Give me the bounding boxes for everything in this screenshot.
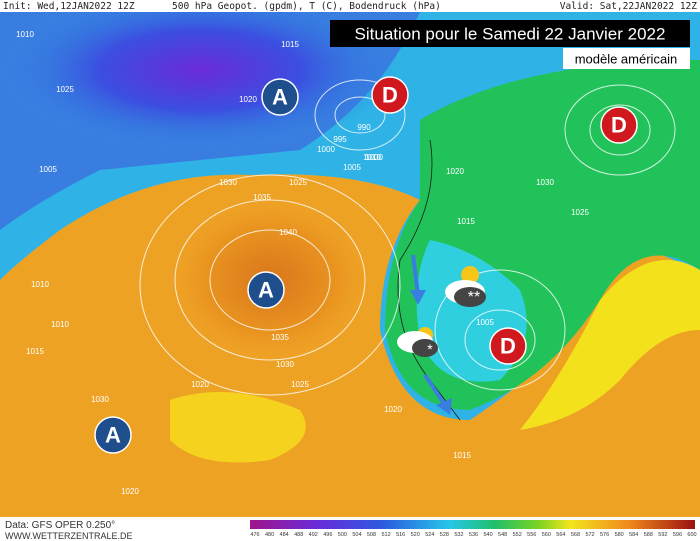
svg-text:**: ** xyxy=(468,289,480,306)
isobar-label: 1005 xyxy=(343,163,361,172)
svg-text:*: * xyxy=(427,341,433,357)
scale-label: 540 xyxy=(483,532,492,538)
isobar-label: 1025 xyxy=(56,85,74,94)
center-label: A xyxy=(272,85,288,110)
center-label: D xyxy=(382,83,398,108)
scale-label: 532 xyxy=(454,532,463,538)
scale-label: 588 xyxy=(644,532,653,538)
scale-label: 560 xyxy=(542,532,551,538)
color-scale xyxy=(250,520,695,529)
scale-label: 596 xyxy=(673,532,682,538)
isobar-label: 1015 xyxy=(26,347,44,356)
footer-data: Data: GFS OPER 0.250° xyxy=(5,520,115,531)
center-marker xyxy=(489,327,527,365)
isobar-label: 1020 xyxy=(121,487,139,496)
scale-label: 548 xyxy=(498,532,507,538)
scale-label: 512 xyxy=(382,532,391,538)
init-label: Init: Wed,12JAN2022 12Z xyxy=(3,1,135,12)
fields-label: 500 hPa Geopot. (gpdm), T (C), Bodendruc… xyxy=(172,1,441,12)
isobar-label: 1020 xyxy=(191,380,209,389)
scale-label: 536 xyxy=(469,532,478,538)
center-marker xyxy=(600,106,638,144)
isobar-label: 995 xyxy=(333,135,347,144)
isobar-label: 1000 xyxy=(365,153,383,162)
scale-label: 568 xyxy=(571,532,580,538)
scale-label: 552 xyxy=(513,532,522,538)
scale-label: 520 xyxy=(411,532,420,538)
isobar-label: 1020 xyxy=(446,167,464,176)
scale-label: 564 xyxy=(556,532,565,538)
isobar-label: 1025 xyxy=(291,380,309,389)
scale-label: 516 xyxy=(396,532,405,538)
isobar-label: 1010 xyxy=(51,320,69,329)
pressure-center: A xyxy=(261,78,299,116)
pressure-center: D xyxy=(489,327,527,365)
scale-label: 600 xyxy=(687,532,696,538)
center-label: A xyxy=(258,278,274,303)
isobar-label: 1010 xyxy=(16,30,34,39)
scale-label: 584 xyxy=(629,532,638,538)
scale-label: 576 xyxy=(600,532,609,538)
pressure-center: A xyxy=(94,416,132,454)
isobar-label: 1040 xyxy=(279,228,297,237)
isobar-label: 1030 xyxy=(536,178,554,187)
isobar-label: 1025 xyxy=(571,208,589,217)
scale-label: 508 xyxy=(367,532,376,538)
isobar-label: 1005 xyxy=(39,165,57,174)
center-marker xyxy=(371,76,409,114)
scale-label: 556 xyxy=(527,532,536,538)
scale-label: 488 xyxy=(294,532,303,538)
footer-site: WWW.WETTERZENTRALE.DE xyxy=(5,531,133,541)
isobar-label: 1000 xyxy=(317,145,335,154)
center-label: D xyxy=(611,113,627,138)
isobar-label: 1010 xyxy=(363,153,381,162)
scale-label: 572 xyxy=(585,532,594,538)
weather-icons: ** * xyxy=(397,266,486,357)
isobar-label: 1025 xyxy=(289,178,307,187)
center-marker xyxy=(247,271,285,309)
isobar-label: 1005 xyxy=(476,318,494,327)
center-marker xyxy=(261,78,299,116)
pressure-center: A xyxy=(247,271,285,309)
scale-label: 528 xyxy=(440,532,449,538)
isobar-label: 1015 xyxy=(457,217,475,226)
scale-label: 480 xyxy=(265,532,274,538)
title: Situation pour le Samedi 22 Janvier 2022 xyxy=(355,25,666,44)
isobar-label: 1015 xyxy=(281,40,299,49)
scale-label: 504 xyxy=(352,532,361,538)
scale-label: 492 xyxy=(309,532,318,538)
center-label: A xyxy=(105,423,121,448)
center-label: D xyxy=(500,334,516,359)
isobar-label: 1030 xyxy=(91,395,109,404)
scale-label: 524 xyxy=(425,532,434,538)
isobar-label: 1035 xyxy=(271,333,289,342)
scale-label: 592 xyxy=(658,532,667,538)
scale-label: 476 xyxy=(250,532,259,538)
scale-label: 580 xyxy=(615,532,624,538)
isobar-label: 1020 xyxy=(384,405,402,414)
pressure-center: D xyxy=(600,106,638,144)
isobar-label: 1030 xyxy=(219,178,237,187)
valid-label: Valid: Sat,22JAN2022 12Z xyxy=(560,1,698,12)
isobar-label: 1015 xyxy=(453,451,471,460)
scale-label: 496 xyxy=(323,532,332,538)
isobar-label: 990 xyxy=(357,123,371,132)
isobar-label: 1035 xyxy=(253,193,271,202)
subtitle: modèle américain xyxy=(575,52,678,67)
pressure-center: D xyxy=(371,76,409,114)
isobar-label: 1010 xyxy=(31,280,49,289)
scale-label: 500 xyxy=(338,532,347,538)
isobar-label: 1030 xyxy=(276,360,294,369)
isobar-label: 1020 xyxy=(239,95,257,104)
scale-label: 484 xyxy=(280,532,289,538)
center-marker xyxy=(94,416,132,454)
